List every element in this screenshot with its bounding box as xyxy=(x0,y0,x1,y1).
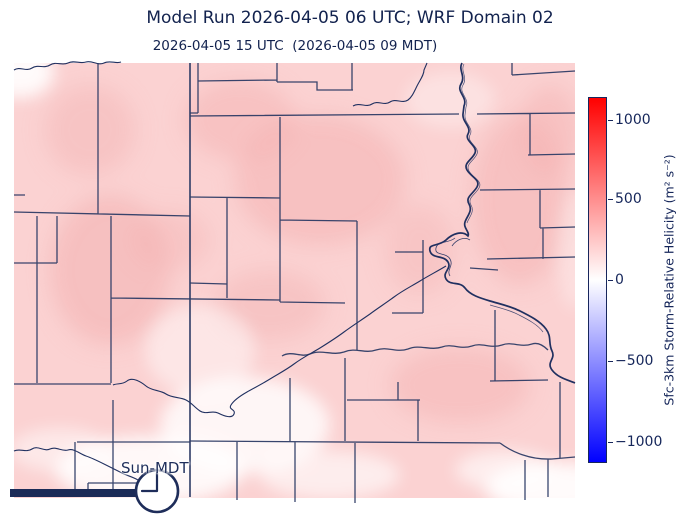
colorbar-tick-label: 1000 xyxy=(615,112,651,128)
rivers xyxy=(13,61,576,481)
colorbar-tick xyxy=(608,280,613,281)
colorbar-gradient xyxy=(588,97,607,463)
timezone-label: Sun-MDT xyxy=(121,459,189,477)
clock-icon xyxy=(134,468,180,514)
plot-title: Model Run 2026-04-05 06 UTC; WRF Domain … xyxy=(146,8,554,28)
axes-title: 2026-04-05 15 UTC (2026-04-05 09 MDT) xyxy=(152,38,438,54)
colorbar-tick-label: 0 xyxy=(615,272,624,288)
helicity-shading xyxy=(14,63,575,498)
colorbar-tick xyxy=(608,120,613,121)
colorbar-tick xyxy=(608,361,613,362)
county-borders xyxy=(13,63,576,503)
colorbar-tick xyxy=(608,199,613,200)
colorbar-axis-label: Sfc-3km Storm-Relative Helicity (m² s⁻²) xyxy=(661,154,677,406)
colorbar-tick-label: −500 xyxy=(615,353,654,369)
colorbar-tick-label: 500 xyxy=(615,191,642,207)
colorbar-tick-label: −1000 xyxy=(615,434,663,450)
night-bar xyxy=(10,489,138,497)
colorbar-tick xyxy=(608,442,613,443)
